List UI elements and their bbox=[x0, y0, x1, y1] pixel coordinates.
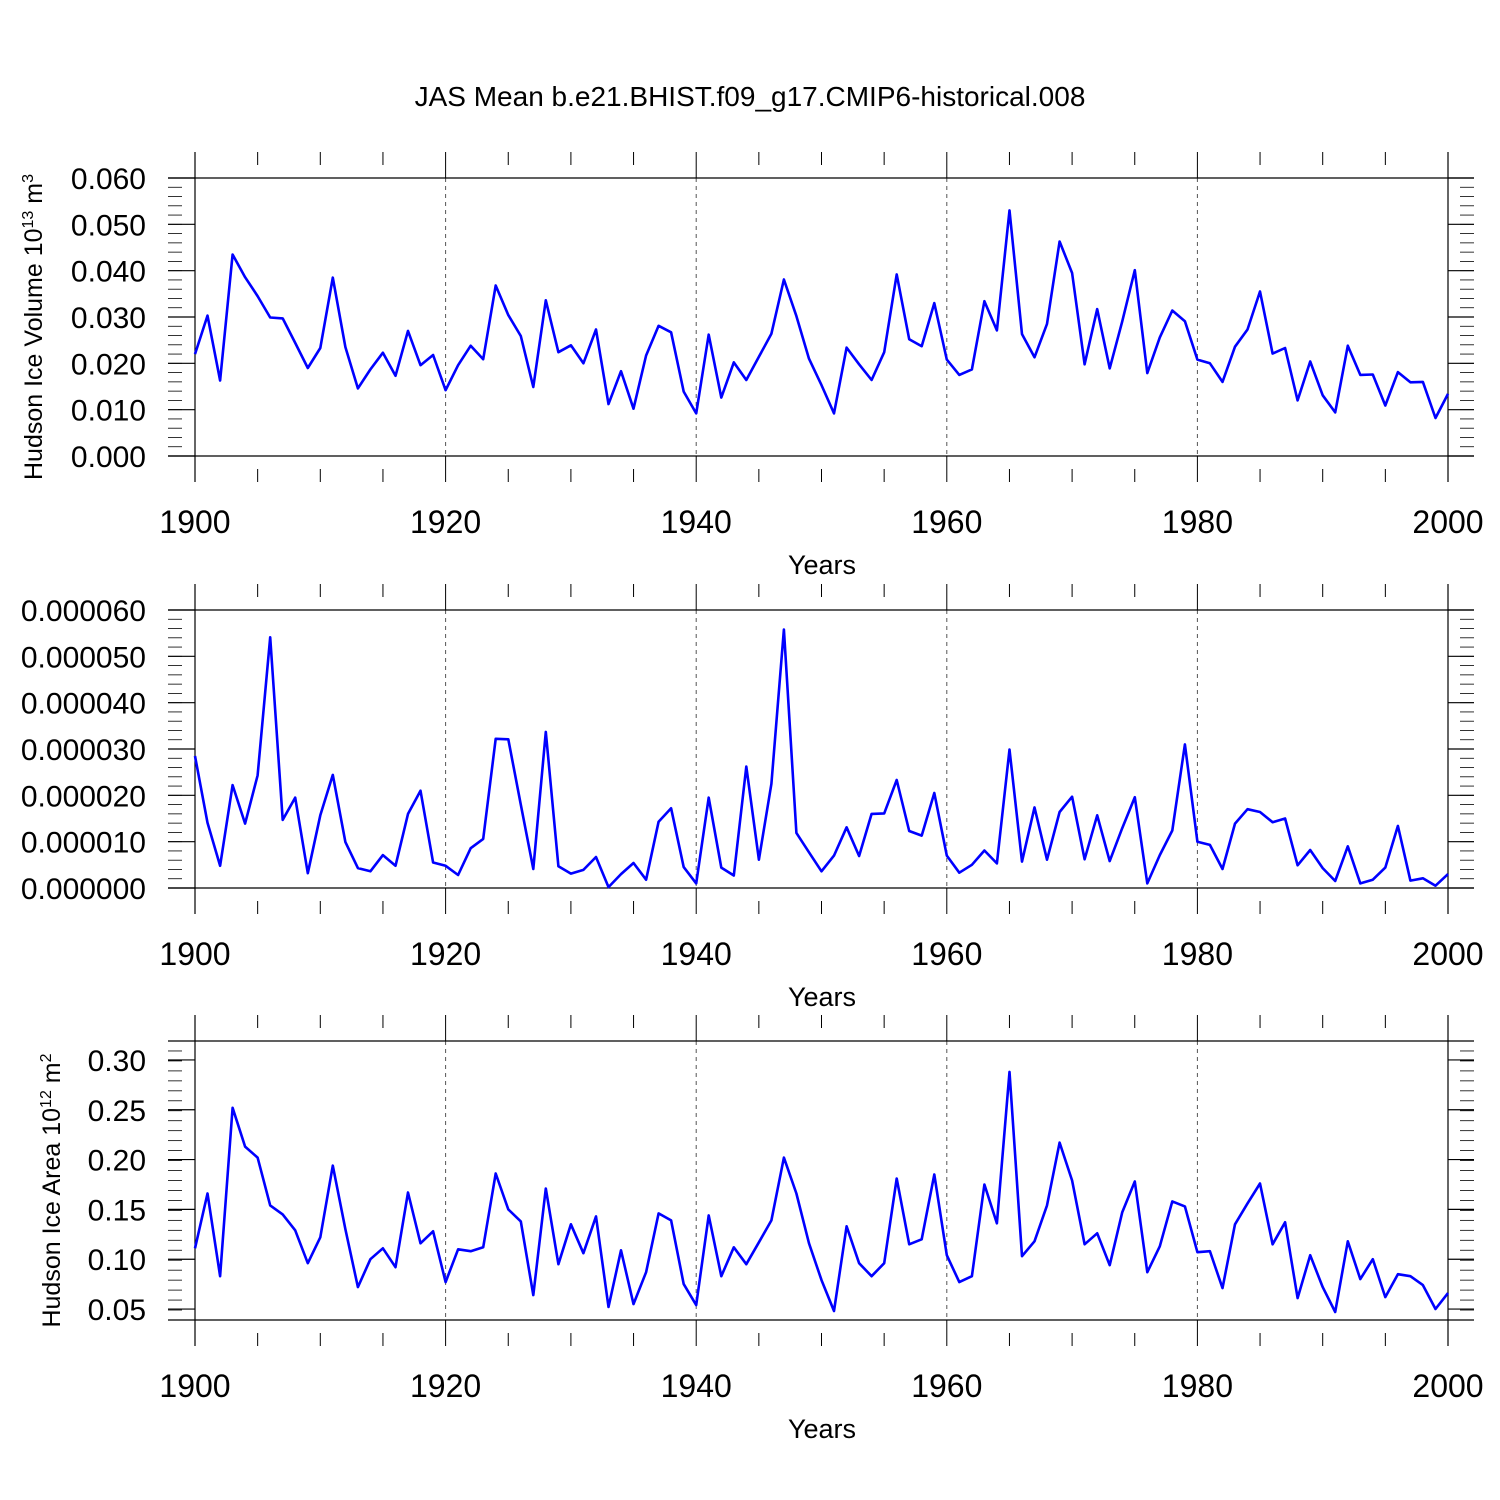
y-tick-label: 0.000020 bbox=[21, 780, 146, 813]
y-axis-title-exponent: 13 bbox=[20, 211, 37, 229]
y-axis-title: Hudson Ice Area 1012 m2 bbox=[38, 1053, 66, 1327]
x-axis-title: Years bbox=[788, 550, 856, 580]
x-tick-label: 2000 bbox=[1412, 936, 1483, 972]
y-tick-label: 0.030 bbox=[71, 302, 146, 335]
x-axis-title: Years bbox=[788, 1414, 856, 1444]
y-tick-label: 0.30 bbox=[88, 1045, 146, 1078]
y-tick-label: 0.000060 bbox=[21, 595, 146, 628]
y-axis-title-part: m bbox=[38, 1062, 66, 1090]
x-tick-label: 1960 bbox=[911, 1368, 982, 1404]
y-axis-title-exponent: 12 bbox=[38, 1090, 55, 1108]
chart-title: JAS Mean b.e21.BHIST.f09_g17.CMIP6-histo… bbox=[415, 81, 1086, 112]
panel-series-2: 0.000000 0.000010 0.000020 0.000030 0.000040… bbox=[21, 584, 1484, 1012]
panel-ice-area: 0.05 0.10 0.15 0.20 0.25 0.30 1900 1920 1940 1960… bbox=[38, 1015, 1484, 1444]
x-tick-label: 2000 bbox=[1412, 1368, 1483, 1404]
y-axis-title-exponent: 2 bbox=[38, 1053, 55, 1062]
y-axis-title-part: Hudson Ice Volume 10 bbox=[20, 228, 48, 480]
x-tick-label: 1920 bbox=[410, 504, 481, 540]
y-axis-title: Hudson Ice Volume 1013 m3 bbox=[20, 174, 48, 480]
x-tick-label: 1980 bbox=[1162, 1368, 1233, 1404]
y-axis-title-part: m bbox=[20, 183, 48, 211]
y-tick-label: 0.020 bbox=[71, 348, 146, 381]
panel-ice-volume: 0.000 0.010 0.020 0.030 0.040 0.050 0.060 1900 1… bbox=[20, 152, 1484, 580]
y-tick-label: 0.05 bbox=[88, 1294, 146, 1327]
x-tick-label: 1980 bbox=[1162, 504, 1233, 540]
x-tick-label: 1980 bbox=[1162, 936, 1233, 972]
y-tick-label: 0.000040 bbox=[21, 688, 146, 721]
x-tick-label: 1940 bbox=[661, 504, 732, 540]
x-tick-label: 1920 bbox=[410, 1368, 481, 1404]
x-tick-label: 2000 bbox=[1412, 504, 1483, 540]
y-tick-label: 0.040 bbox=[71, 256, 146, 289]
y-tick-label: 0.000030 bbox=[21, 734, 146, 767]
y-axis-title-part: Hudson Ice Area 10 bbox=[38, 1108, 66, 1328]
x-tick-label: 1960 bbox=[911, 504, 982, 540]
y-tick-label: 0.20 bbox=[88, 1145, 146, 1178]
series-line bbox=[193, 628, 1449, 889]
series-line bbox=[193, 1070, 1450, 1314]
series-line bbox=[193, 209, 1450, 420]
y-tick-label: 0.060 bbox=[71, 163, 146, 196]
y-tick-label: 0.000 bbox=[71, 441, 146, 474]
y-tick-label: 0.25 bbox=[88, 1095, 146, 1128]
x-tick-label: 1940 bbox=[661, 936, 732, 972]
x-tick-label: 1940 bbox=[661, 1368, 732, 1404]
y-tick-label: 0.15 bbox=[88, 1194, 146, 1227]
y-axis-title-exponent: 3 bbox=[20, 174, 37, 183]
y-tick-label: 0.010 bbox=[71, 395, 146, 428]
x-tick-label: 1960 bbox=[911, 936, 982, 972]
x-tick-label: 1900 bbox=[159, 504, 230, 540]
y-tick-label: 0.000050 bbox=[21, 641, 146, 674]
y-tick-label: 0.10 bbox=[88, 1244, 146, 1277]
x-tick-label: 1900 bbox=[159, 936, 230, 972]
x-axis-title: Years bbox=[788, 982, 856, 1012]
y-tick-label: 0.050 bbox=[71, 209, 146, 242]
y-tick-label: 0.000000 bbox=[21, 873, 146, 906]
x-tick-label: 1920 bbox=[410, 936, 481, 972]
y-tick-label: 0.000010 bbox=[21, 827, 146, 860]
x-tick-label: 1900 bbox=[159, 1368, 230, 1404]
